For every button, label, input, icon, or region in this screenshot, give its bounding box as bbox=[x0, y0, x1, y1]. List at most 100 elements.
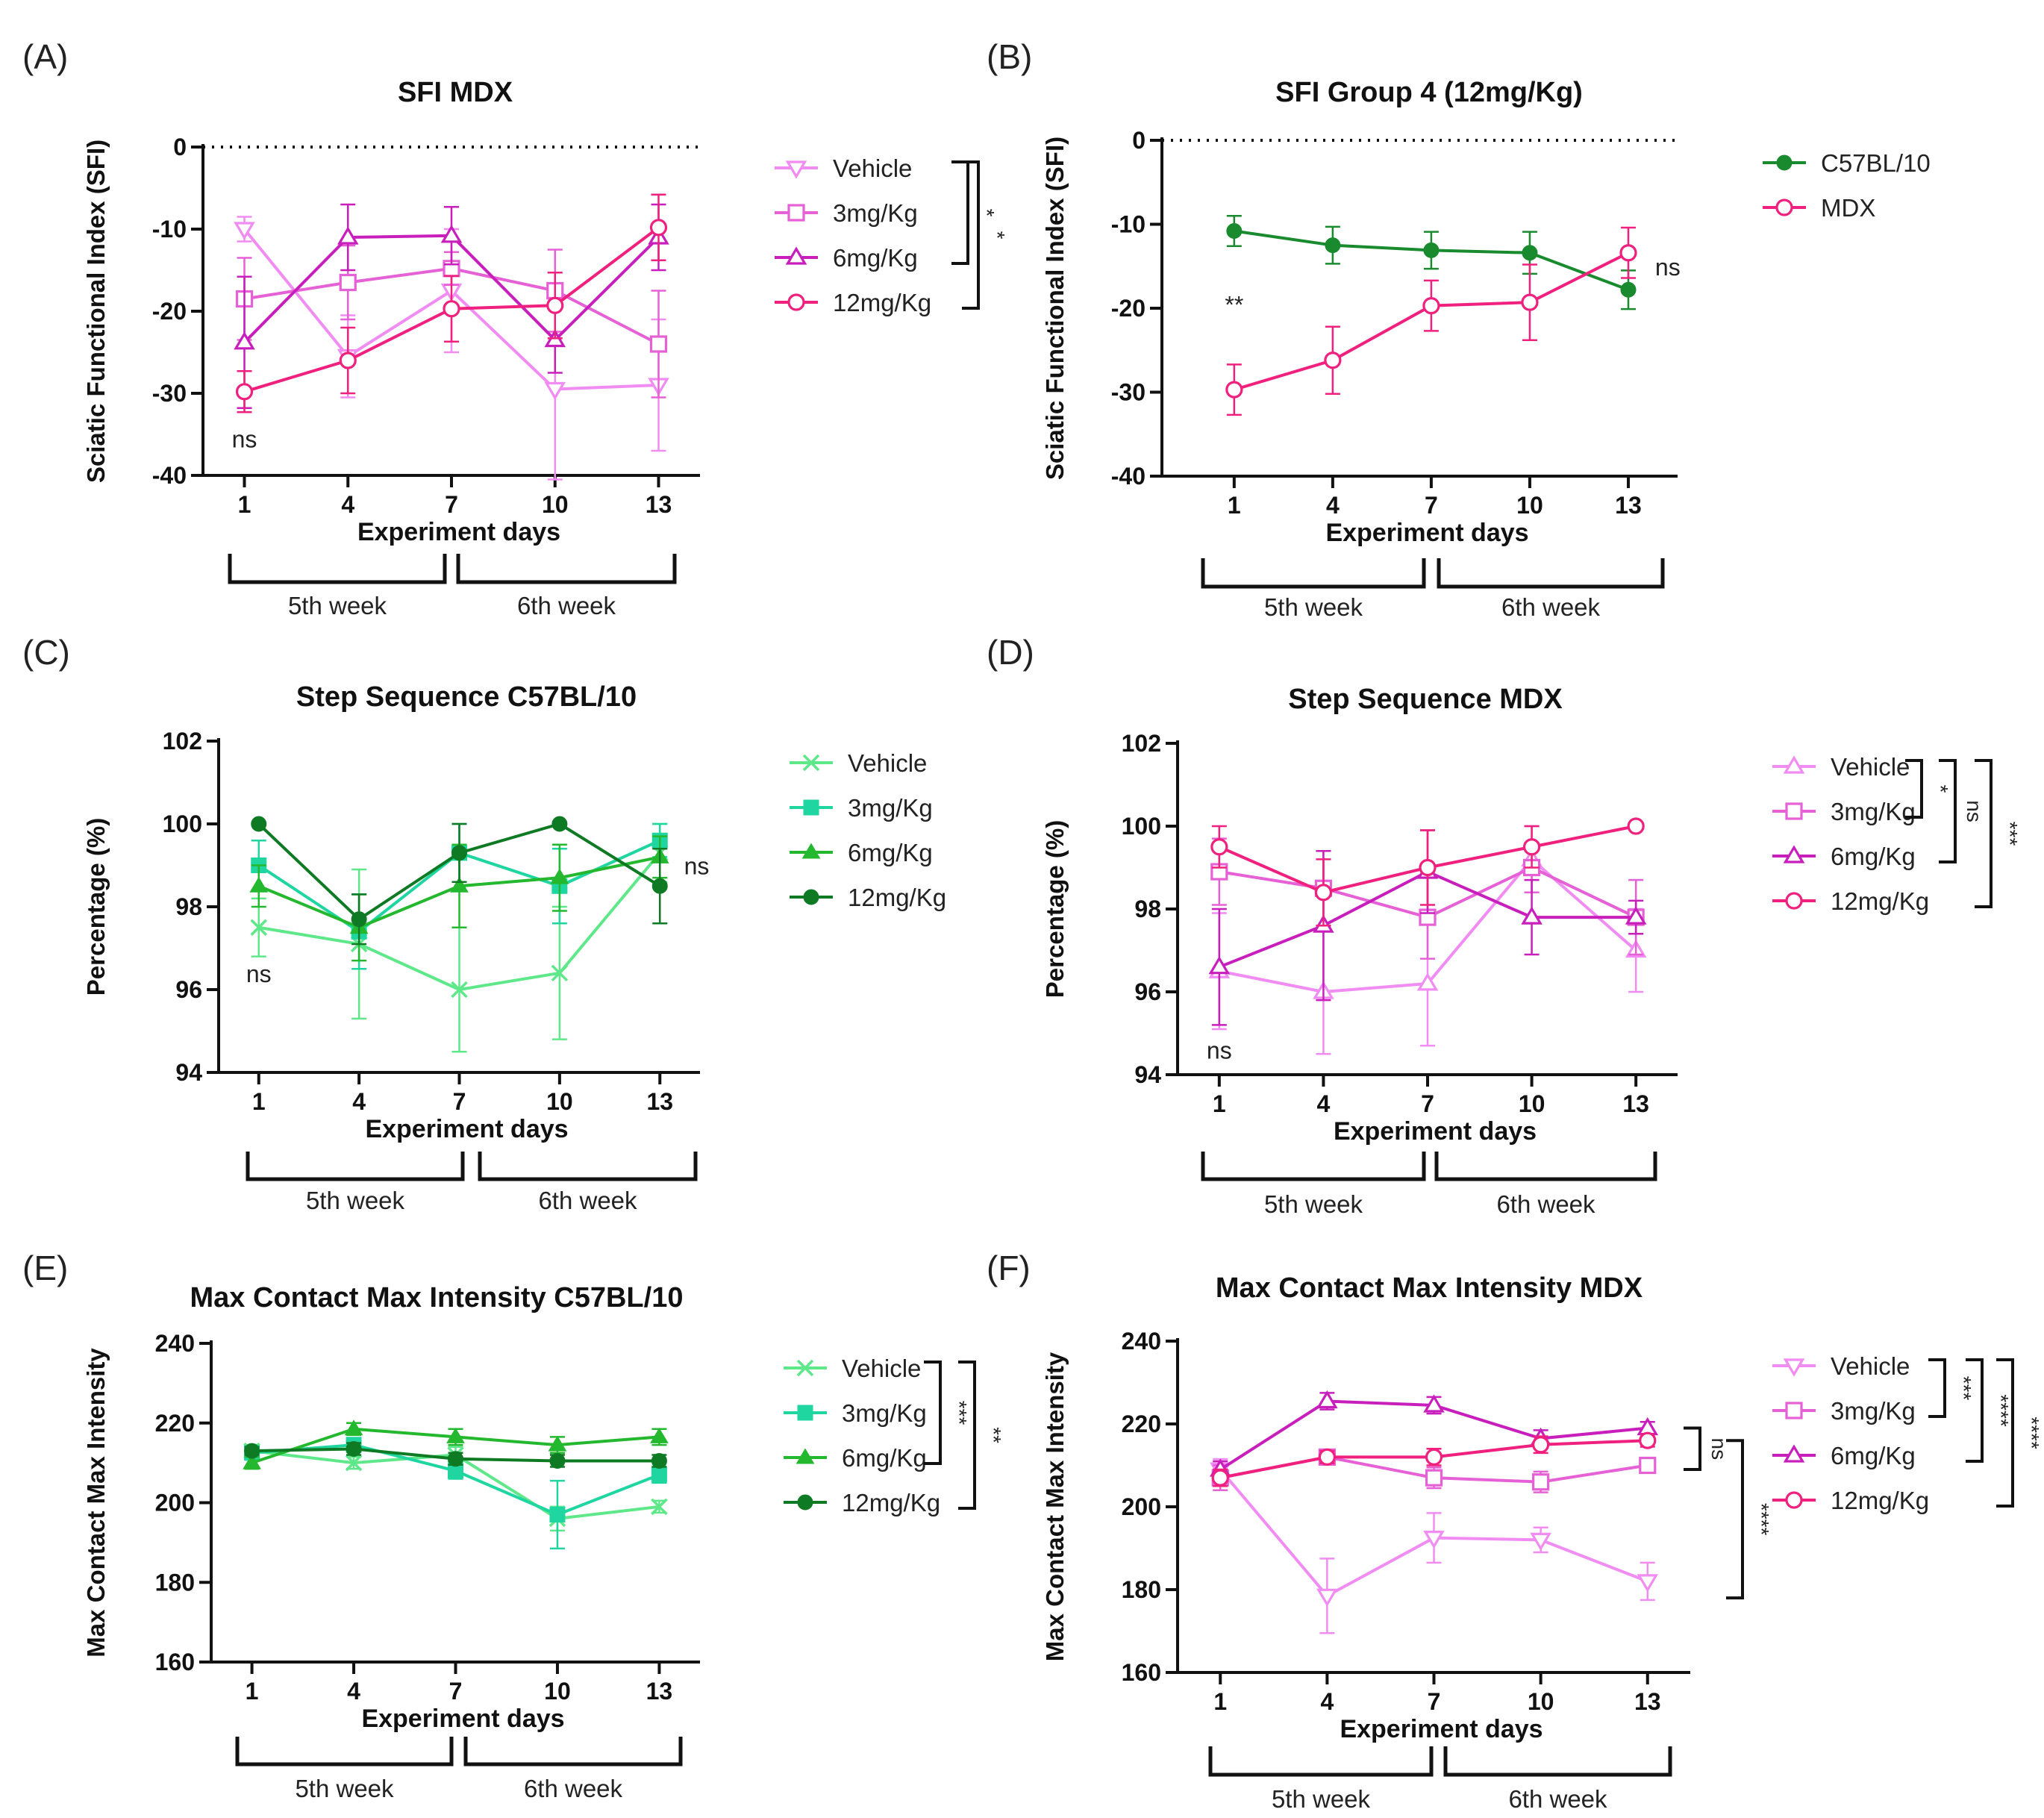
legend-label: 12mg/Kg bbox=[842, 1489, 940, 1516]
legend-label: Vehicle bbox=[842, 1355, 921, 1382]
y-tick-label: -30 bbox=[1111, 379, 1146, 406]
y-tick-label: 100 bbox=[163, 810, 202, 837]
x-axis-label: Experiment days bbox=[1325, 519, 1528, 547]
data-point bbox=[1625, 906, 1647, 925]
data-point bbox=[544, 381, 566, 401]
significance-bracket bbox=[962, 160, 980, 310]
legend-item: 12mg/Kg bbox=[790, 884, 946, 911]
data-point bbox=[1423, 1531, 1445, 1549]
week-label: 6th week bbox=[517, 592, 616, 619]
x-tick-label: 1 bbox=[1213, 1090, 1226, 1117]
data-point bbox=[1425, 1448, 1443, 1466]
legend-item: 12mg/Kg bbox=[775, 289, 931, 316]
y-tick-label: -20 bbox=[152, 298, 187, 325]
x-tick-label: 10 bbox=[542, 491, 569, 518]
legend-item: 6mg/Kg bbox=[1772, 1442, 1916, 1469]
legend-label: 12mg/Kg bbox=[1831, 887, 1929, 915]
data-point bbox=[549, 1452, 566, 1469]
series-12mg/Kg bbox=[1210, 817, 1645, 927]
legend-marker bbox=[1783, 755, 1805, 774]
y-tick-label: 98 bbox=[175, 893, 202, 920]
week-bracket bbox=[246, 1152, 465, 1181]
data-point bbox=[546, 296, 564, 314]
data-point bbox=[451, 981, 468, 999]
chart-title: SFI MDX bbox=[398, 77, 513, 108]
data-point bbox=[244, 1443, 260, 1459]
data-point bbox=[446, 1427, 465, 1443]
x-tick-label: 10 bbox=[544, 1678, 571, 1705]
data-point bbox=[649, 335, 668, 353]
legend-label: 6mg/Kg bbox=[1831, 843, 1916, 870]
y-tick-label: 200 bbox=[1122, 1493, 1161, 1520]
data-point bbox=[1422, 297, 1440, 315]
annotation: ns bbox=[246, 960, 272, 987]
legend-item: 3mg/Kg bbox=[784, 1399, 927, 1427]
data-point bbox=[1423, 242, 1440, 258]
data-point bbox=[1639, 1456, 1657, 1475]
side-significance-bracket bbox=[1684, 1426, 1701, 1472]
legend-item: 3mg/Kg bbox=[1772, 798, 1916, 825]
legend-label: 12mg/Kg bbox=[848, 884, 946, 911]
legend-item: 6mg/Kg bbox=[790, 839, 933, 866]
data-point bbox=[346, 1440, 362, 1457]
panel-4: (E) Max Contact Max Intensity C57BL/10 160… bbox=[22, 1249, 1005, 1802]
panel-5: (F) Max Contact Max Intensity MDX 160 180 20… bbox=[987, 1249, 2043, 1813]
data-point bbox=[1521, 293, 1539, 311]
legend-item: 6mg/Kg bbox=[784, 1444, 927, 1472]
significance-bracket bbox=[1996, 1358, 2014, 1508]
x-tick-label: 7 bbox=[449, 1678, 463, 1705]
y-axis-label: Max Contact Max Intensity bbox=[82, 1348, 110, 1658]
week-bracket bbox=[1437, 558, 1665, 589]
legend-marker bbox=[1783, 1358, 1805, 1377]
x-tick-label: 1 bbox=[1213, 1688, 1227, 1715]
legend-marker bbox=[1783, 845, 1805, 863]
significance-label: ** bbox=[982, 1427, 1005, 1443]
week-label: 5th week bbox=[288, 592, 387, 619]
y-tick-label: 240 bbox=[1122, 1328, 1161, 1355]
annotation: ns bbox=[1655, 254, 1681, 281]
panel-3: (D) Step Sequence MDX 94 96 98 100 102 1 4 7 10 13 E… bbox=[987, 633, 2022, 1218]
x-tick-label: 4 bbox=[341, 491, 354, 518]
annotation: ns bbox=[232, 426, 257, 453]
week-label: 6th week bbox=[524, 1775, 623, 1802]
legend-item: 3mg/Kg bbox=[790, 794, 933, 822]
legend-item: Vehicle bbox=[1772, 753, 1910, 781]
significance-label: **** bbox=[2020, 1416, 2043, 1449]
y-tick-label: 200 bbox=[155, 1490, 195, 1516]
week-bracket bbox=[1208, 1746, 1434, 1777]
data-point bbox=[344, 1419, 363, 1436]
data-point bbox=[651, 1452, 667, 1469]
week-label: 5th week bbox=[1272, 1785, 1371, 1813]
legend-label: 3mg/Kg bbox=[842, 1399, 927, 1427]
y-tick-label: -10 bbox=[152, 216, 187, 243]
data-point bbox=[550, 868, 569, 884]
x-tick-label: 1 bbox=[252, 1088, 266, 1115]
chart-title: Max Contact Max Intensity C57BL/10 bbox=[190, 1282, 684, 1313]
legend-item: 6mg/Kg bbox=[775, 244, 918, 272]
data-point bbox=[234, 222, 255, 240]
significance-label: * bbox=[975, 209, 998, 217]
week-label: 5th week bbox=[1264, 593, 1363, 621]
week-bracket bbox=[1201, 1152, 1426, 1181]
week-label: 5th week bbox=[306, 1187, 405, 1214]
y-tick-label: 96 bbox=[175, 976, 202, 1003]
data-point bbox=[235, 383, 254, 401]
significance-bracket bbox=[1905, 759, 1923, 819]
legend-label: MDX bbox=[1821, 194, 1875, 222]
week-label: 6th week bbox=[1501, 593, 1601, 621]
data-point bbox=[1211, 1469, 1229, 1487]
legend-marker bbox=[1776, 154, 1793, 171]
y-tick-label: -20 bbox=[1111, 295, 1146, 322]
x-tick-label: 4 bbox=[1320, 1688, 1334, 1715]
week-bracket bbox=[478, 1152, 698, 1181]
week-bracket bbox=[463, 1737, 683, 1767]
week-bracket bbox=[1443, 1746, 1672, 1777]
significance-bracket bbox=[951, 160, 969, 265]
significance-bracket bbox=[958, 1361, 976, 1510]
y-axis-label: Max Contact Max Intensity bbox=[1041, 1352, 1069, 1661]
side-significance-bracket bbox=[1726, 1439, 1744, 1600]
legend-marker bbox=[1785, 802, 1803, 820]
x-tick-label: 13 bbox=[646, 1678, 673, 1705]
week-bracket bbox=[456, 554, 677, 584]
significance-bracket bbox=[1939, 759, 1957, 863]
